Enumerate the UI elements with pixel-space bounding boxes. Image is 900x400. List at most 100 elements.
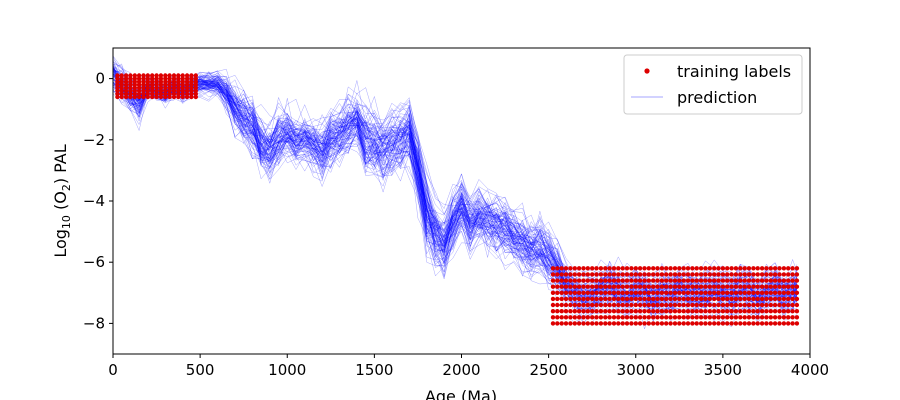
training-label-point [171,91,177,97]
training-label-point [781,296,787,302]
training-label-point [167,88,172,94]
training-label-point [712,321,717,326]
training-label-point [759,284,765,289]
training-label-point [668,321,673,326]
training-label-point [603,321,608,326]
x-tick-label: 4000 [791,361,829,379]
training-label-point [655,284,660,289]
training-label-point [759,296,765,302]
training-label-point [158,94,164,100]
prediction-line [113,73,798,315]
training-label-point [598,309,604,314]
prediction-line [113,75,798,308]
training-label-point [624,309,630,314]
training-label-point [790,302,795,308]
training-label-point [590,284,595,289]
x-tick-label: 0 [108,361,118,379]
training-label-point [607,266,612,271]
training-label-point [738,321,743,326]
training-label-point [611,302,617,308]
training-label-point [119,76,124,81]
training-label-point [637,302,643,308]
prediction-line [113,72,798,314]
training-label-point [141,82,146,87]
training-label-point [690,315,695,320]
training-label-point [668,278,673,283]
training-label-point [677,309,682,314]
training-label-point [659,296,665,302]
prediction-line [113,77,798,313]
training-label-point [594,296,599,302]
training-label-point [768,309,773,314]
training-label-point [751,315,756,320]
training-label-point [751,284,756,289]
training-label-point [568,272,573,277]
training-label-point [786,321,791,326]
training-label-point [712,296,717,302]
training-label-point [677,321,682,326]
training-label-point [611,290,617,295]
training-label-point [611,278,617,283]
training-label-point [607,290,612,295]
prediction-line [113,81,798,317]
training-label-point [672,321,678,326]
training-label-point [698,266,704,271]
training-label-point [132,91,137,97]
training-label-point [180,76,185,81]
training-label-point [590,309,595,314]
training-label-point [725,302,730,308]
training-label-point [620,321,625,326]
training-label-point [685,315,691,320]
training-label-point [637,309,643,314]
training-label-point [794,278,800,283]
prediction-line [113,65,798,309]
y-tick-label: −6 [83,253,105,271]
training-label-point [603,284,608,289]
training-label-point [115,76,120,81]
training-label-points [115,73,800,326]
training-label-point [555,278,560,283]
training-label-point [764,321,769,326]
training-label-point [132,88,137,94]
training-label-point [637,278,643,283]
training-label-point [154,76,159,81]
training-label-point [768,278,773,283]
training-label-point [598,266,604,271]
training-label-point [781,266,787,271]
training-label-point [690,278,695,283]
training-label-point [585,302,590,308]
training-label-point [733,266,739,271]
training-label-point [781,302,787,308]
training-label-point [720,309,726,314]
training-label-point [559,284,564,289]
training-label-point [664,321,669,326]
training-label-point [620,302,625,308]
training-label-point [716,284,721,289]
training-label-point [633,309,638,314]
training-label-point [568,315,573,320]
training-label-point [550,296,556,302]
training-label-point [607,278,612,283]
training-label-point [637,315,643,320]
training-label-point [607,296,612,302]
training-label-point [755,302,760,308]
training-label-point [681,309,686,314]
training-label-point [581,272,586,277]
training-label-point [725,290,730,295]
training-label-point [611,296,617,302]
training-label-point [616,284,621,289]
training-label-point [794,296,800,302]
prediction-line [113,69,798,303]
training-label-point [694,272,699,277]
training-label-point [794,272,800,277]
training-label-point [786,278,791,283]
training-label-point [685,302,691,308]
training-label-point [738,296,743,302]
training-label-point [563,278,569,283]
training-label-point [707,296,712,302]
training-label-point [585,278,590,283]
prediction-line [113,81,797,313]
training-label-point [123,91,129,97]
training-label-point [681,302,686,308]
training-label-point [616,266,621,271]
